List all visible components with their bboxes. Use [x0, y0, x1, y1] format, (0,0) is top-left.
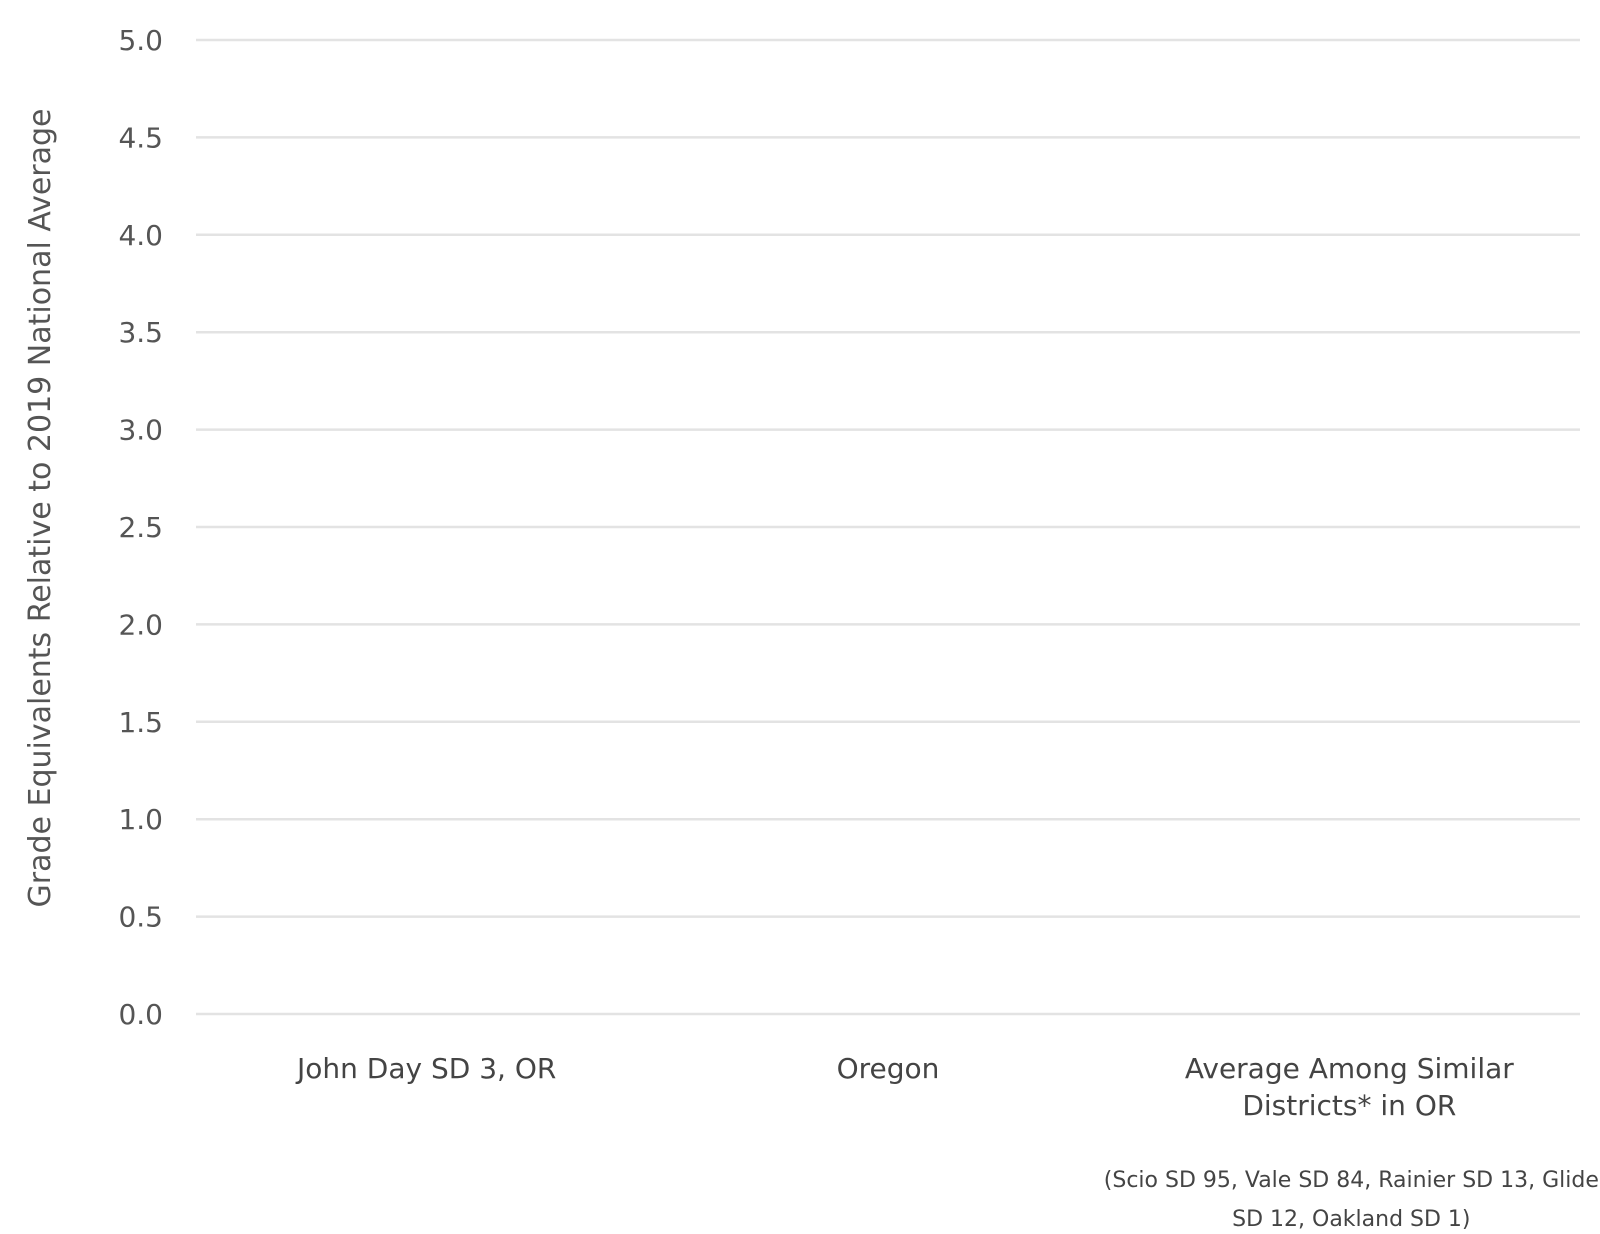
footnote-line: (Scio SD 95, Vale SD 84, Rainier SD 13, …: [1104, 1168, 1599, 1193]
gridlines: [196, 38, 1580, 1016]
y-tick-label: 3.0: [118, 414, 163, 447]
x-tick-label: Oregon: [837, 1052, 940, 1085]
y-tick-label: 2.5: [118, 511, 163, 544]
y-tick-label: 0.0: [118, 998, 163, 1031]
y-tick-label: 3.5: [118, 316, 163, 349]
y-tick-label: 4.0: [118, 219, 163, 252]
y-tick-label: 1.5: [118, 706, 163, 739]
x-tick-label: Districts* in OR: [1242, 1089, 1456, 1122]
x-tick-label: Average Among Similar: [1185, 1052, 1514, 1085]
x-axis-ticks: John Day SD 3, OR Oregon Average Among Sim…: [295, 1052, 1514, 1122]
footnote-line: SD 12, Oakland SD 1): [1232, 1207, 1470, 1232]
y-tick-label: 4.5: [118, 121, 163, 154]
y-tick-label: 5.0: [118, 24, 163, 57]
y-tick-label: 1.0: [118, 803, 163, 836]
footnote: (Scio SD 95, Vale SD 84, Rainier SD 13, …: [1104, 1168, 1599, 1232]
x-tick-label: John Day SD 3, OR: [295, 1052, 556, 1085]
y-tick-label: 0.5: [118, 901, 163, 934]
y-axis-ticks: 0.0 0.5 1.0 1.5 2.0 2.5 3.0 3.5 4.0 4.5 5.0: [118, 24, 163, 1031]
y-axis-label: Grade Equivalents Relative to 2019 Natio…: [23, 108, 58, 907]
y-tick-label: 2.0: [118, 608, 163, 641]
